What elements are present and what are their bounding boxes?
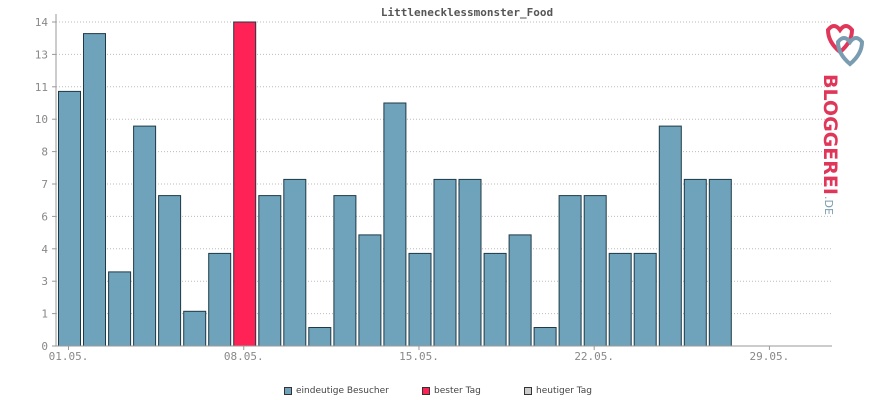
y-tick-label: 8 — [41, 146, 48, 159]
bar — [183, 310, 207, 347]
y-tick-label: 3 — [41, 275, 48, 288]
legend-label: eindeutige Besucher — [296, 386, 389, 396]
y-tick-label: 13 — [35, 48, 48, 61]
x-axis-ticks: 01.05. 08.05. 15.05. 22.05. 29.05. — [49, 346, 790, 363]
bar — [308, 327, 332, 347]
x-tick-label: 01.05. — [49, 350, 89, 363]
bar — [83, 33, 106, 347]
bar — [558, 195, 582, 347]
bars — [58, 21, 732, 347]
legend-label: heutiger Tag — [536, 386, 593, 396]
legend-item-best-day: bester Tag — [422, 384, 481, 398]
chart-title: Littlenecklessmonster_Food — [381, 6, 553, 19]
bar — [208, 252, 232, 347]
x-tick-label: 22.05. — [574, 350, 614, 363]
bar — [658, 125, 682, 347]
legend-swatch — [422, 387, 430, 395]
y-tick-label: 0 — [41, 340, 48, 353]
bar-best-day — [233, 21, 257, 347]
bar — [258, 195, 282, 347]
y-tick-label: 4 — [41, 243, 48, 256]
logo-hearts-icon — [825, 24, 865, 67]
y-tick-label: 6 — [41, 210, 48, 223]
bar — [683, 178, 707, 347]
bar — [408, 252, 432, 347]
bar — [283, 178, 307, 347]
bar — [383, 102, 407, 347]
bar — [358, 234, 382, 347]
bar — [608, 252, 632, 347]
bar — [433, 178, 457, 347]
bar — [708, 178, 732, 347]
bar — [333, 195, 357, 347]
bar — [158, 195, 182, 347]
y-tick-label: 10 — [35, 113, 48, 126]
legend-item-today: heutiger Tag — [524, 384, 592, 398]
bloggerei-logo: BLOGGEREI .DE — [806, 16, 870, 216]
bar — [133, 125, 157, 347]
legend: eindeutige Besucher bester Tag heutiger … — [0, 384, 870, 400]
y-tick-label: 7 — [41, 178, 48, 191]
bar — [508, 234, 532, 347]
x-tick-label: 08.05. — [224, 350, 264, 363]
x-tick-label: 15.05. — [399, 350, 439, 363]
y-tick-label: 14 — [35, 16, 49, 29]
legend-swatch — [284, 387, 292, 395]
bar — [633, 252, 657, 347]
bar — [483, 252, 507, 347]
bar — [458, 178, 482, 347]
bar — [58, 90, 81, 347]
legend-swatch — [524, 387, 532, 395]
legend-item-unique-visitors: eindeutige Besucher — [284, 384, 389, 398]
logo-text: BLOGGEREI — [819, 74, 841, 195]
x-tick-label: 29.05. — [750, 350, 790, 363]
logo-suffix: .DE — [822, 196, 835, 215]
legend-label: bester Tag — [434, 386, 481, 396]
y-tick-label: 1 — [41, 308, 48, 321]
y-tick-label: 11 — [35, 81, 48, 94]
bar — [583, 195, 607, 347]
bar — [108, 271, 132, 347]
bar — [533, 327, 557, 347]
